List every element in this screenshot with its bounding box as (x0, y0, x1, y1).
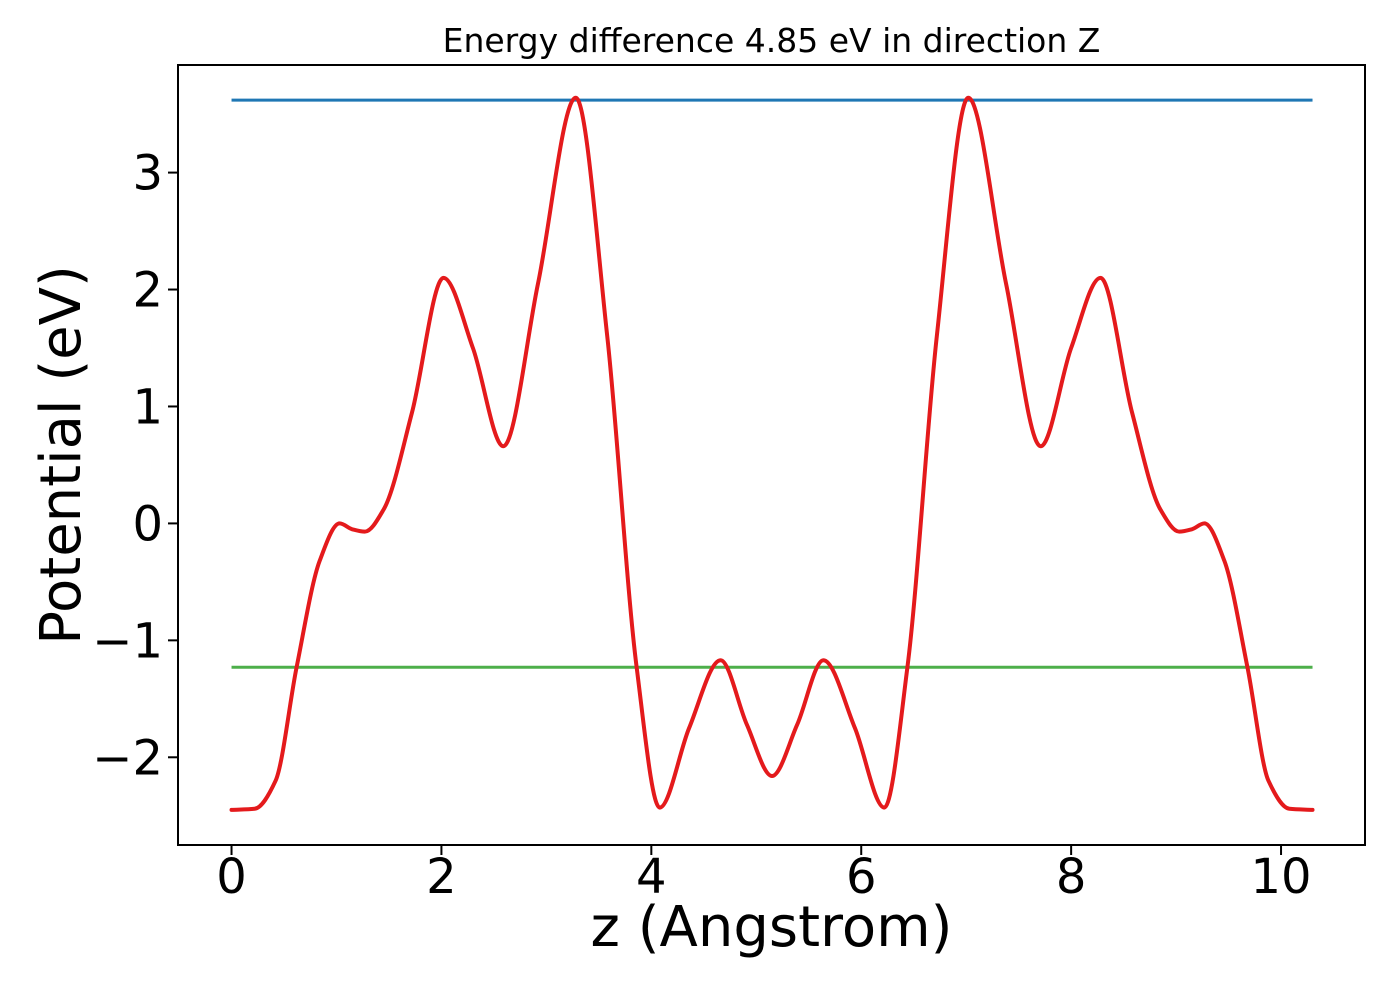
y-axis-label: Potential (eV) (29, 265, 94, 645)
potential-profile-curve (229, 95, 1315, 812)
axes-border (177, 64, 1366, 846)
y-tick-label: −1 (92, 613, 163, 669)
x-tick-label: 0 (216, 849, 247, 905)
chart-title: Energy difference 4.85 eV in direction Z (442, 21, 1101, 60)
y-tick-label: 1 (132, 379, 163, 435)
x-tick-label: 8 (1056, 849, 1087, 905)
x-tick-label: 2 (426, 849, 457, 905)
y-tick-label: 0 (132, 496, 163, 552)
x-tick-label: 6 (846, 849, 877, 905)
x-axis-label: z (Angstrom) (590, 895, 953, 960)
x-tick-label: 4 (636, 849, 667, 905)
y-tick-label: 3 (132, 146, 163, 202)
y-tick-label: 2 (132, 263, 163, 319)
x-tick-label: 10 (1251, 849, 1312, 905)
y-tick-label: −2 (92, 730, 163, 786)
